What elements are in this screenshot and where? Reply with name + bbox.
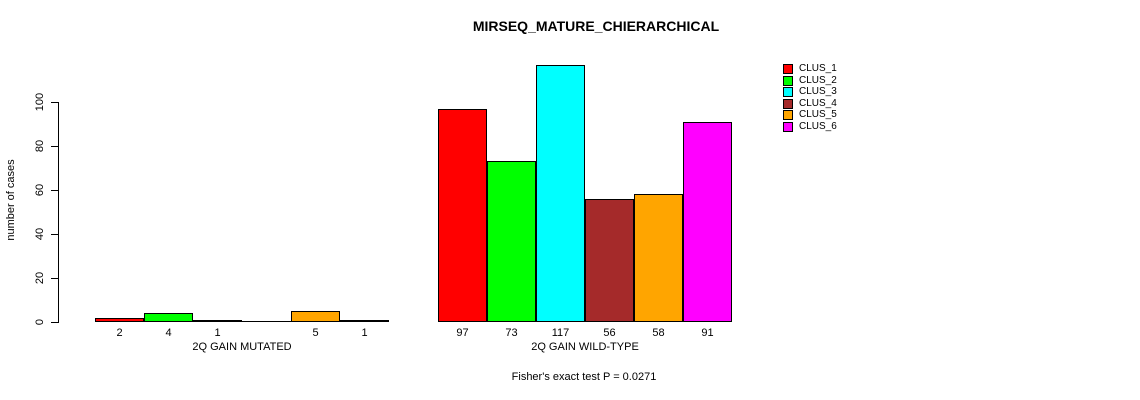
bar-value-label: 5 xyxy=(312,327,319,339)
legend-label: CLUS_6 xyxy=(799,120,837,132)
bar-value-label: 4 xyxy=(165,327,172,339)
y-tick-label: 80 xyxy=(34,139,46,153)
bar-value-label: 58 xyxy=(652,327,665,339)
legend-swatch xyxy=(783,64,793,74)
y-tick-label: 40 xyxy=(34,227,46,241)
bar xyxy=(536,65,585,322)
legend-swatch xyxy=(783,110,793,120)
bar-value-label: 1 xyxy=(361,327,368,339)
y-tick-label: 100 xyxy=(34,92,46,112)
legend-label: CLUS_4 xyxy=(799,97,837,109)
y-axis-tick xyxy=(51,190,59,191)
bar xyxy=(193,320,242,322)
bar xyxy=(585,199,634,322)
bar-value-label: 73 xyxy=(505,327,518,339)
bar-value-label: 56 xyxy=(603,327,616,339)
y-axis-tick xyxy=(51,234,59,235)
bar xyxy=(683,122,732,322)
bar xyxy=(95,318,144,322)
legend-label: CLUS_1 xyxy=(799,63,837,74)
y-axis-line xyxy=(58,102,59,323)
legend-swatch xyxy=(783,121,793,132)
y-tick-label: 20 xyxy=(34,271,46,285)
y-tick-label: 60 xyxy=(34,183,46,197)
chart-title: MIRSEQ_MATURE_CHIERARCHICAL xyxy=(472,18,720,34)
bar-value-label: 2 xyxy=(116,327,123,339)
y-axis-tick xyxy=(51,102,59,103)
bar-value-label: 91 xyxy=(701,327,714,339)
legend-swatch xyxy=(783,98,793,109)
bar xyxy=(291,311,340,322)
bar-value-label: 1 xyxy=(214,327,221,339)
fisher-test-annotation: Fisher's exact test P = 0.0271 xyxy=(511,371,657,383)
y-axis-label: number of cases xyxy=(5,159,17,241)
bar-value-label: 117 xyxy=(551,327,570,339)
legend-swatch xyxy=(783,87,793,97)
bar-value-label: 97 xyxy=(456,327,469,339)
bar-zero xyxy=(242,321,291,322)
y-axis-tick xyxy=(51,322,59,323)
bar xyxy=(438,109,487,322)
y-axis-tick xyxy=(51,146,59,147)
bar xyxy=(340,320,389,322)
y-axis-tick xyxy=(51,278,59,279)
bar xyxy=(634,194,683,322)
bar xyxy=(487,161,536,322)
group-axis-label: 2Q GAIN WILD-TYPE xyxy=(531,341,639,353)
legend-swatch xyxy=(783,75,793,86)
group-axis-label: 2Q GAIN MUTATED xyxy=(192,341,292,353)
bar xyxy=(144,313,193,322)
legend-label: CLUS_5 xyxy=(799,109,837,120)
legend-label: CLUS_3 xyxy=(799,86,837,97)
legend-label: CLUS_2 xyxy=(799,74,837,86)
y-tick-label: 0 xyxy=(34,318,46,326)
